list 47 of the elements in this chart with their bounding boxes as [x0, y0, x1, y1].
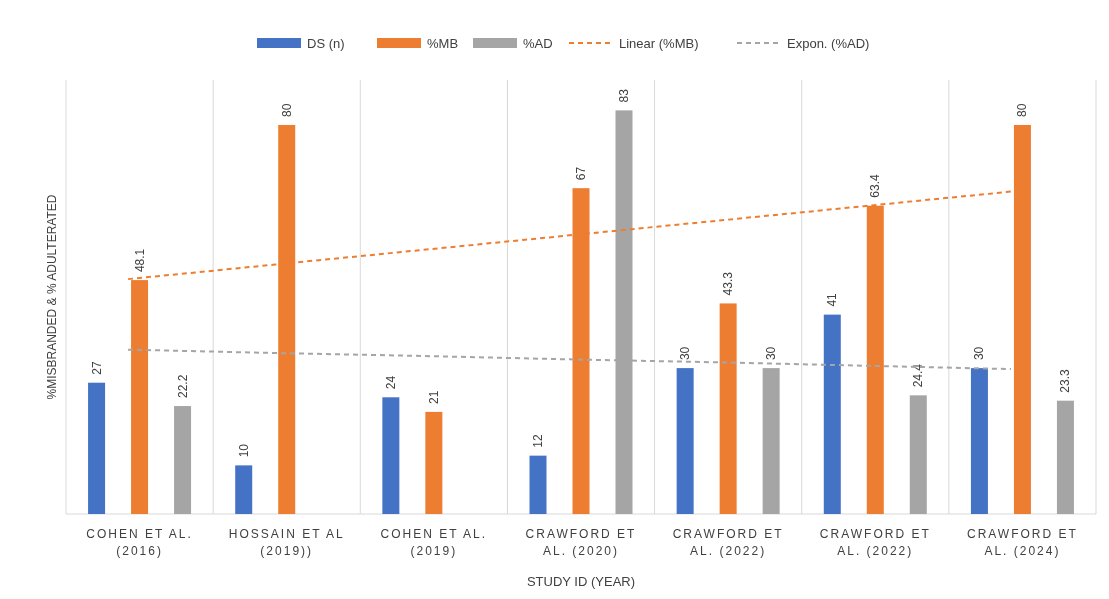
data-label: 80 — [279, 103, 294, 117]
bar — [382, 397, 400, 514]
x-tick-label: CRAWFORD ET AL. (2022) — [672, 527, 784, 558]
data-label: 30 — [764, 346, 779, 361]
bar — [174, 406, 192, 514]
bar — [719, 303, 737, 514]
bar — [823, 314, 841, 514]
bar — [235, 465, 253, 514]
data-label: 24.4 — [911, 363, 926, 388]
y-axis-title: %MISBRANDED & % ADULTERATED — [45, 194, 59, 400]
data-label: 21 — [426, 390, 441, 404]
legend-label: %AD — [523, 36, 553, 51]
x-tick-label: HOSSAIN ET AL (2019)) — [228, 527, 345, 558]
bar — [88, 382, 106, 514]
bar — [970, 368, 988, 514]
data-label: 30 — [972, 346, 987, 361]
data-label: 41 — [825, 292, 840, 307]
x-tick-label: CRAWFORD ET AL. (2022) — [819, 527, 931, 558]
data-label: 43.3 — [721, 271, 736, 296]
data-label: 63.4 — [868, 174, 883, 198]
data-label: 24 — [383, 375, 398, 390]
data-label: 12 — [531, 433, 545, 448]
data-label: 23.3 — [1058, 369, 1073, 393]
legend-label: %MB — [427, 36, 459, 51]
data-label: 80 — [1015, 103, 1030, 117]
x-tick-label: COHEN ET AL. (2019) — [380, 527, 488, 558]
data-label: 10 — [236, 443, 251, 458]
data-label: 27 — [89, 361, 104, 375]
bar — [909, 395, 927, 514]
data-label: 48.1 — [132, 248, 147, 273]
bar — [1013, 124, 1031, 514]
data-label: 67 — [574, 166, 588, 181]
bar — [425, 411, 443, 514]
x-tick-label: CRAWFORD ET AL. (2020) — [525, 527, 637, 558]
bar — [529, 455, 547, 514]
legend-label: Linear (%MB) — [619, 36, 699, 51]
bar — [1056, 400, 1074, 514]
data-label: 83 — [617, 88, 631, 103]
data-label: 30 — [678, 346, 693, 361]
bar — [762, 368, 780, 514]
bar — [676, 368, 694, 514]
x-tick-label: CRAWFORD ET AL. (2024) — [966, 527, 1078, 558]
x-tick-label: COHEN ET AL. (2016) — [86, 527, 193, 558]
legend-label: DS (n) — [307, 36, 345, 51]
legend-label: Expon. (%AD) — [787, 36, 870, 51]
data-label: 22.2 — [175, 374, 190, 399]
x-axis-title: STUDY ID (YEAR) — [526, 574, 636, 589]
